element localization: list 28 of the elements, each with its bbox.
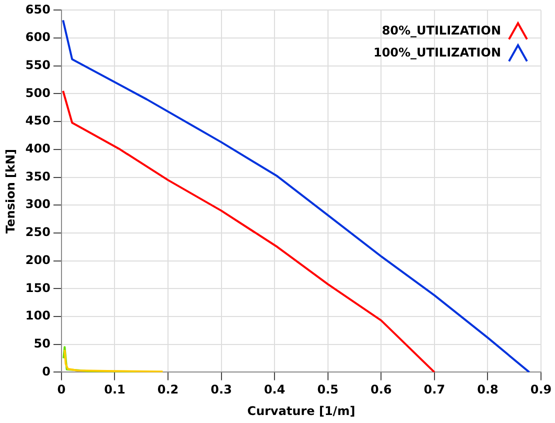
x-tick-label: 0.9	[530, 382, 552, 397]
y-tick-label: 550	[25, 58, 50, 72]
legend-label: 80%_UTILIZATION	[382, 23, 501, 38]
y-tick-label: 0	[42, 364, 50, 378]
legend-label: 100%_UTILIZATION	[373, 45, 501, 60]
x-axis-title: Curvature [1/m]	[247, 404, 356, 418]
y-tick-label: 150	[25, 280, 50, 295]
x-tick-label: 0.1	[104, 382, 126, 397]
x-tick-label: 0.2	[157, 382, 179, 397]
y-tick-label: 600	[25, 30, 50, 44]
x-tick-label: 0	[57, 382, 66, 397]
y-tick-label: 300	[25, 197, 50, 212]
x-tick-label: 0.4	[264, 382, 286, 397]
y-tick-label: 250	[25, 225, 50, 240]
y-tick-label: 650	[25, 2, 50, 16]
y-tick-label: 400	[25, 142, 50, 156]
x-tick-label: 0.7	[424, 382, 446, 397]
x-tick-label: 0.5	[317, 382, 338, 397]
y-tick-label: 50	[34, 336, 50, 350]
y-tick-label: 100	[25, 308, 50, 323]
y-tick-label: 350	[25, 169, 50, 184]
y-tick-label: 200	[25, 252, 50, 267]
x-tick-label: 0.8	[477, 382, 498, 397]
x-tick-label: 0.6	[370, 382, 392, 397]
x-tick-label: 0.3	[210, 382, 232, 397]
y-tick-label: 450	[25, 114, 50, 128]
y-tick-label: 500	[25, 86, 50, 100]
y-axis-title: Tension [kN]	[3, 148, 18, 234]
